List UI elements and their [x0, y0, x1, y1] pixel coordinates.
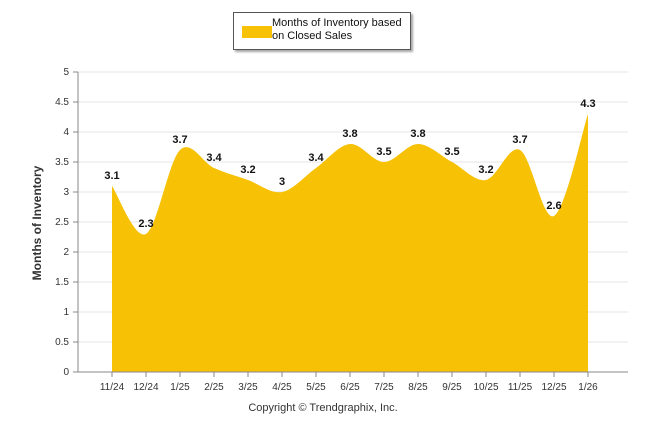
x-tick-label: 2/25 — [204, 382, 224, 393]
y-tick-label: 3 — [63, 187, 69, 198]
x-tick-label: 3/25 — [238, 382, 258, 393]
data-label: 2.6 — [546, 200, 561, 212]
x-tick-label: 12/25 — [541, 382, 566, 393]
x-tick-label: 11/24 — [100, 382, 125, 393]
data-label: 3.1 — [104, 170, 119, 182]
data-label: 3.7 — [172, 134, 187, 146]
x-tick-label: 12/24 — [133, 382, 158, 393]
y-tick-label: 4 — [63, 127, 69, 138]
y-axis: 0 0.5 1 1.5 2 2.5 3 3.5 4 4.5 5 — [55, 67, 79, 378]
data-label: 3.2 — [478, 164, 493, 176]
x-axis: 11/24 12/24 1/25 2/25 3/25 4/25 5/25 6/25 7/25 8/… — [78, 371, 628, 393]
data-label: 2.3 — [138, 218, 153, 230]
y-tick-label: 0 — [63, 367, 69, 378]
data-label: 3.4 — [206, 152, 222, 164]
x-tick-label: 7/25 — [374, 382, 394, 393]
legend-swatch — [242, 26, 272, 38]
data-label: 3.8 — [342, 128, 357, 140]
legend: Months of Inventory based on Closed Sale… — [233, 12, 411, 50]
x-tick-label: 5/25 — [306, 382, 326, 393]
data-label: 3.5 — [444, 146, 459, 158]
x-tick-label: 1/26 — [578, 382, 598, 393]
y-axis-title: Months of Inventory — [30, 165, 44, 280]
y-tick-label: 1.5 — [55, 277, 69, 288]
x-tick-label: 1/25 — [170, 382, 190, 393]
x-tick-label: 8/25 — [408, 382, 428, 393]
data-label: 3.7 — [512, 134, 527, 146]
inventory-area — [112, 114, 588, 372]
x-tick-label: 6/25 — [340, 382, 360, 393]
y-tick-label: 2.5 — [55, 217, 69, 228]
legend-label: Months of Inventory based on Closed Sale… — [272, 17, 402, 42]
x-tick-label: 4/25 — [272, 382, 292, 393]
y-tick-label: 3.5 — [55, 157, 69, 168]
data-label: 3.2 — [240, 164, 255, 176]
copyright-text: Copyright © Trendgraphix, Inc. — [248, 402, 398, 414]
data-labels: 3.1 2.3 3.7 3.4 3.2 3 3.4 3.8 3.5 3.8 3.5 3.2 3.7 2.6… — [104, 98, 595, 230]
y-tick-label: 0.5 — [55, 337, 69, 348]
y-tick-label: 1 — [63, 307, 69, 318]
y-tick-label: 2 — [63, 247, 69, 258]
x-tick-label: 11/25 — [508, 382, 533, 393]
y-tick-label: 5 — [63, 67, 69, 78]
data-label: 3 — [279, 176, 285, 188]
data-label: 3.5 — [376, 146, 391, 158]
y-tick-label: 4.5 — [55, 97, 69, 108]
data-label: 3.4 — [308, 152, 324, 164]
data-label: 3.8 — [410, 128, 425, 140]
data-label: 4.3 — [580, 98, 595, 110]
x-tick-label: 10/25 — [473, 382, 498, 393]
x-tick-label: 9/25 — [442, 382, 462, 393]
